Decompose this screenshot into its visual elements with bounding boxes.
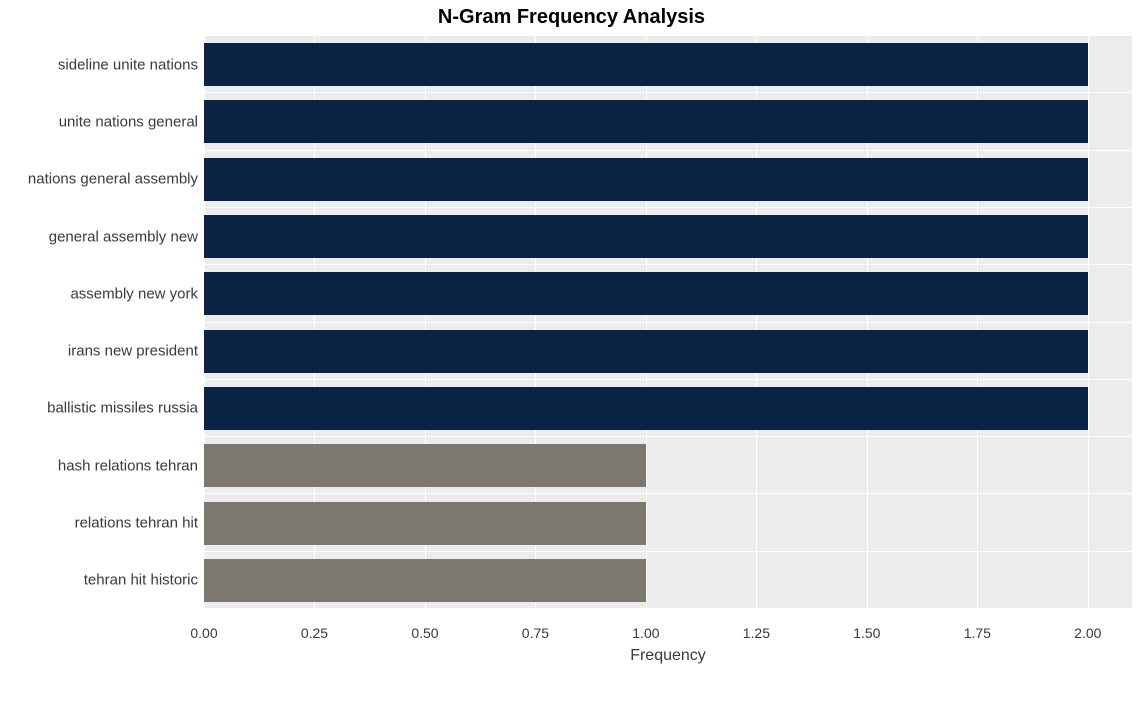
y-tick-label: nations general assembly xyxy=(28,171,204,188)
x-tick-label: 0.50 xyxy=(411,625,438,641)
bar xyxy=(204,502,646,545)
y-tick-label: sideline unite nations xyxy=(58,56,204,73)
chart-container: N-Gram Frequency Analysis sideline unite… xyxy=(0,0,1143,701)
x-tick-label: 1.50 xyxy=(853,625,880,641)
bar xyxy=(204,272,1088,315)
plot-area: sideline unite nationsunite nations gene… xyxy=(204,36,1132,646)
x-tick-label: 0.75 xyxy=(522,625,549,641)
x-grid-line xyxy=(1088,36,1089,609)
x-tick-label: 2.00 xyxy=(1074,625,1101,641)
x-tick-label: 1.75 xyxy=(964,625,991,641)
y-tick-label: tehran hit historic xyxy=(84,572,204,589)
bar xyxy=(204,215,1088,258)
bar xyxy=(204,43,1088,86)
y-tick-label: unite nations general xyxy=(59,113,204,130)
x-tick-label: 1.00 xyxy=(632,625,659,641)
y-tick-label: relations tehran hit xyxy=(75,515,204,532)
bar xyxy=(204,387,1088,430)
y-tick-label: irans new president xyxy=(68,343,204,360)
x-tick-label: 1.25 xyxy=(743,625,770,641)
y-tick-label: ballistic missiles russia xyxy=(47,400,204,417)
x-tick-label: 0.25 xyxy=(301,625,328,641)
bar xyxy=(204,158,1088,201)
bar xyxy=(204,559,646,602)
y-tick-label: assembly new york xyxy=(70,285,204,302)
row-gap xyxy=(204,608,1132,609)
bar xyxy=(204,444,646,487)
bar xyxy=(204,330,1088,373)
y-tick-label: hash relations tehran xyxy=(58,457,204,474)
chart-title: N-Gram Frequency Analysis xyxy=(0,6,1143,29)
x-axis-label: Frequency xyxy=(204,647,1132,665)
y-tick-label: general assembly new xyxy=(49,228,204,245)
bar xyxy=(204,100,1088,143)
x-tick-label: 0.00 xyxy=(190,625,217,641)
